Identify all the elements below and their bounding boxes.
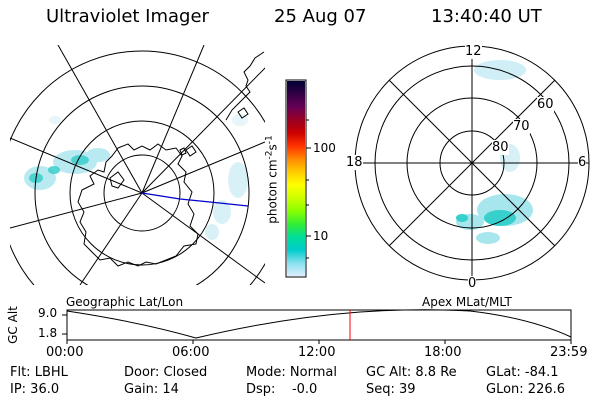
- mlat-label-80: 80: [492, 140, 509, 155]
- time-tick-0600: 06:00: [172, 345, 210, 360]
- altitude-axis-label: GC Alt: [5, 306, 20, 344]
- altitude-strip: [62, 309, 572, 344]
- time-tick-1200: 12:00: [298, 345, 336, 360]
- colorbar-tick-10: 10: [313, 229, 329, 243]
- time-tick-0000: 00:00: [46, 345, 84, 360]
- aurora-emission-apex: [456, 60, 533, 244]
- status-ip: IP: 36.0: [10, 382, 60, 397]
- colorbar-unit-label: photon cm-2s-1: [265, 105, 280, 255]
- unit-text: photon cm: [265, 159, 280, 224]
- mlat-label-60: 60: [537, 97, 554, 112]
- time-tick-2359: 23:59: [550, 345, 588, 360]
- instrument-title: Ultraviolet Imager: [46, 6, 209, 27]
- status-gain: Gain: 14: [124, 382, 179, 397]
- mlat-label-70: 70: [513, 119, 530, 134]
- unit-exp-1: -2: [264, 150, 275, 160]
- altitude-curve: [66, 309, 572, 339]
- coastline-top-right: [225, 51, 265, 121]
- status-door: Door: Closed: [124, 365, 208, 380]
- mlt-label-12: 12: [465, 44, 482, 59]
- status-dsp: Dsp: -0.0: [246, 382, 318, 397]
- colorbar-gradient: [287, 81, 305, 276]
- observation-time: 13:40:40 UT: [431, 6, 542, 27]
- time-tick-1800: 18:00: [424, 345, 462, 360]
- status-glon: GLon: 226.6: [486, 382, 566, 397]
- mlt-label-6: 6: [578, 155, 587, 170]
- satellite-footpoint-trace: [141, 192, 249, 207]
- status-mode: Mode: Normal: [246, 365, 337, 380]
- status-filter: Flt: LBHL: [10, 365, 68, 380]
- antarctica-coastline: [77, 143, 199, 267]
- mlt-label-18: 18: [346, 155, 363, 170]
- aurora-emission-left: [24, 148, 110, 190]
- aurora-emission-right: [205, 162, 248, 240]
- status-seq: Seq: 39: [366, 382, 416, 397]
- colorbar-tick-100: 100: [313, 141, 336, 155]
- apex-caption: Apex MLat/MLT: [422, 295, 512, 309]
- latitude-grid: [10, 50, 265, 285]
- geographic-map: [10, 45, 265, 285]
- status-gc-alt: GC Alt: 8.8 Re: [366, 365, 457, 380]
- observation-date: 25 Aug 07: [274, 6, 367, 27]
- colorbar: [285, 79, 311, 278]
- status-glat: GLat: -84.1: [486, 365, 559, 380]
- altitude-tick-high: 9.0: [38, 306, 58, 320]
- unit-exp-2: -1: [264, 135, 275, 145]
- geographic-caption: Geographic Lat/Lon: [66, 295, 184, 309]
- mlt-label-0: 0: [468, 276, 477, 291]
- longitude-grid: [10, 45, 265, 285]
- unit-s: s: [265, 144, 280, 151]
- apex-map: [354, 45, 590, 281]
- altitude-tick-low: 1.8: [38, 326, 58, 340]
